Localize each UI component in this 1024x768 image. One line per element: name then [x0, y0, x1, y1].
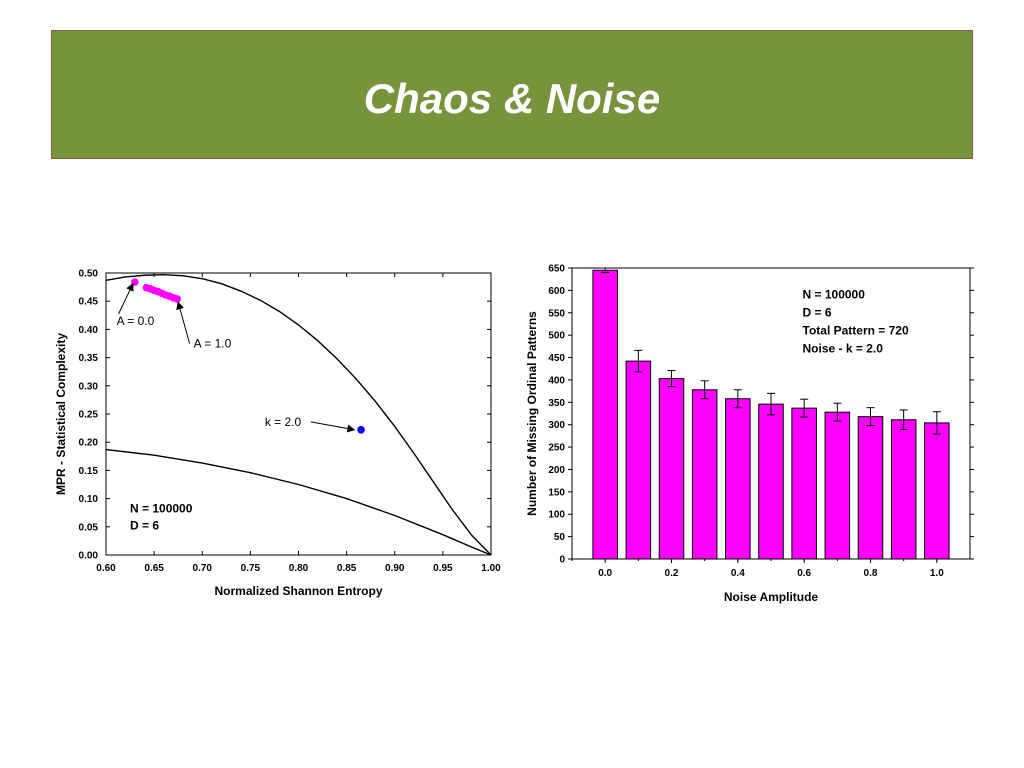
x-tick-label: 1.00	[481, 563, 501, 574]
y-tick-label: 0.25	[79, 410, 99, 421]
y-tick-label: 0.20	[79, 438, 99, 449]
annotation-label: A = 0.0	[117, 314, 155, 328]
x-axis-label: Noise Amplitude	[724, 590, 819, 604]
annotation-arrow	[176, 301, 191, 344]
x-tick-label: 0.2	[665, 568, 679, 579]
y-tick-label: 100	[548, 510, 565, 521]
bar	[592, 269, 618, 560]
info-text: Noise - k = 2.0	[803, 341, 884, 355]
y-tick-label: 250	[548, 443, 565, 454]
bar	[824, 411, 851, 560]
annotation-label: A = 1.0	[194, 336, 232, 350]
x-tick-label: 1.0	[930, 568, 944, 579]
x-tick-label: 0.65	[144, 563, 164, 574]
y-tick-label: 0.05	[79, 522, 99, 533]
info-text: N = 100000	[803, 287, 866, 301]
y-tick-label: 500	[548, 331, 565, 342]
title-banner: Chaos & Noise	[51, 30, 973, 159]
complexity-entropy-chart: 0.60 0.65 0.70 0.75 0.80 0.85 0.90 0.95 1.00 0.00…	[54, 269, 501, 599]
x-tick-label: 0.70	[193, 563, 213, 574]
x-tick-label: 0.80	[289, 563, 309, 574]
y-tick-label: 0.10	[79, 494, 99, 505]
y-tick-label: 0	[559, 555, 565, 566]
annotation-arrow	[310, 421, 356, 433]
y-tick-label: 0.00	[79, 551, 99, 562]
annotation-label: k = 2.0	[265, 415, 302, 429]
y-tick-label: 550	[548, 308, 565, 319]
y-tick-label: 600	[548, 286, 565, 297]
x-axis-label: Normalized Shannon Entropy	[214, 584, 382, 598]
y-tick-label: 350	[548, 398, 565, 409]
x-tick-label: 0.85	[337, 563, 357, 574]
bar	[691, 389, 718, 560]
x-tick-label: 0.6	[797, 568, 811, 579]
y-tick-label: 0.50	[79, 269, 99, 280]
info-text: D = 6	[130, 519, 159, 533]
data-point	[357, 425, 365, 434]
y-tick-label: 0.45	[79, 297, 99, 308]
x-tick-label: 0.8	[864, 568, 878, 579]
y-tick-label: 0.35	[79, 353, 99, 364]
x-tick-label: 0.95	[433, 563, 453, 574]
x-tick-label: 0.90	[385, 563, 405, 574]
upper-bound-curve	[105, 273, 492, 556]
y-tick-label: 300	[548, 420, 565, 431]
missing-patterns-chart: 0.0 0.2 0.4 0.6 0.8 1.0 0 50 100 150 200 250 300 350 4…	[525, 264, 974, 604]
y-tick-label: 50	[554, 532, 566, 543]
y-axis-label: MPR - Statistical Complexity	[54, 333, 68, 495]
y-tick-label: 400	[548, 375, 565, 386]
bar	[658, 378, 685, 560]
y-tick-label: 0.15	[79, 466, 99, 477]
x-tick-label: 0.60	[96, 563, 116, 574]
y-tick-label: 0.40	[79, 325, 99, 336]
bar	[857, 416, 884, 560]
bar	[924, 422, 950, 560]
y-tick-label: 200	[548, 465, 565, 476]
y-tick-label: 650	[548, 264, 565, 275]
y-tick-label: 450	[548, 353, 565, 364]
y-tick-label: 0.30	[79, 381, 99, 392]
info-text: D = 6	[803, 305, 832, 319]
bar	[725, 398, 751, 560]
info-text: Total Pattern = 720	[803, 323, 909, 337]
data-point	[173, 295, 182, 303]
annotation-arrow	[118, 282, 134, 315]
x-tick-label: 0.75	[241, 563, 261, 574]
bar	[758, 403, 784, 560]
x-tick-label: 0.4	[731, 568, 745, 579]
info-text: N = 100000	[130, 502, 193, 516]
x-tick-label: 0.0	[598, 568, 612, 579]
y-axis-label: Number of Missing Ordinal Patterns	[525, 311, 539, 516]
slide-title: Chaos & Noise	[363, 75, 661, 122]
bar	[791, 407, 817, 560]
bar	[890, 419, 917, 560]
y-tick-label: 150	[548, 487, 565, 498]
lower-bound-curve	[105, 448, 492, 556]
bar	[625, 360, 652, 560]
